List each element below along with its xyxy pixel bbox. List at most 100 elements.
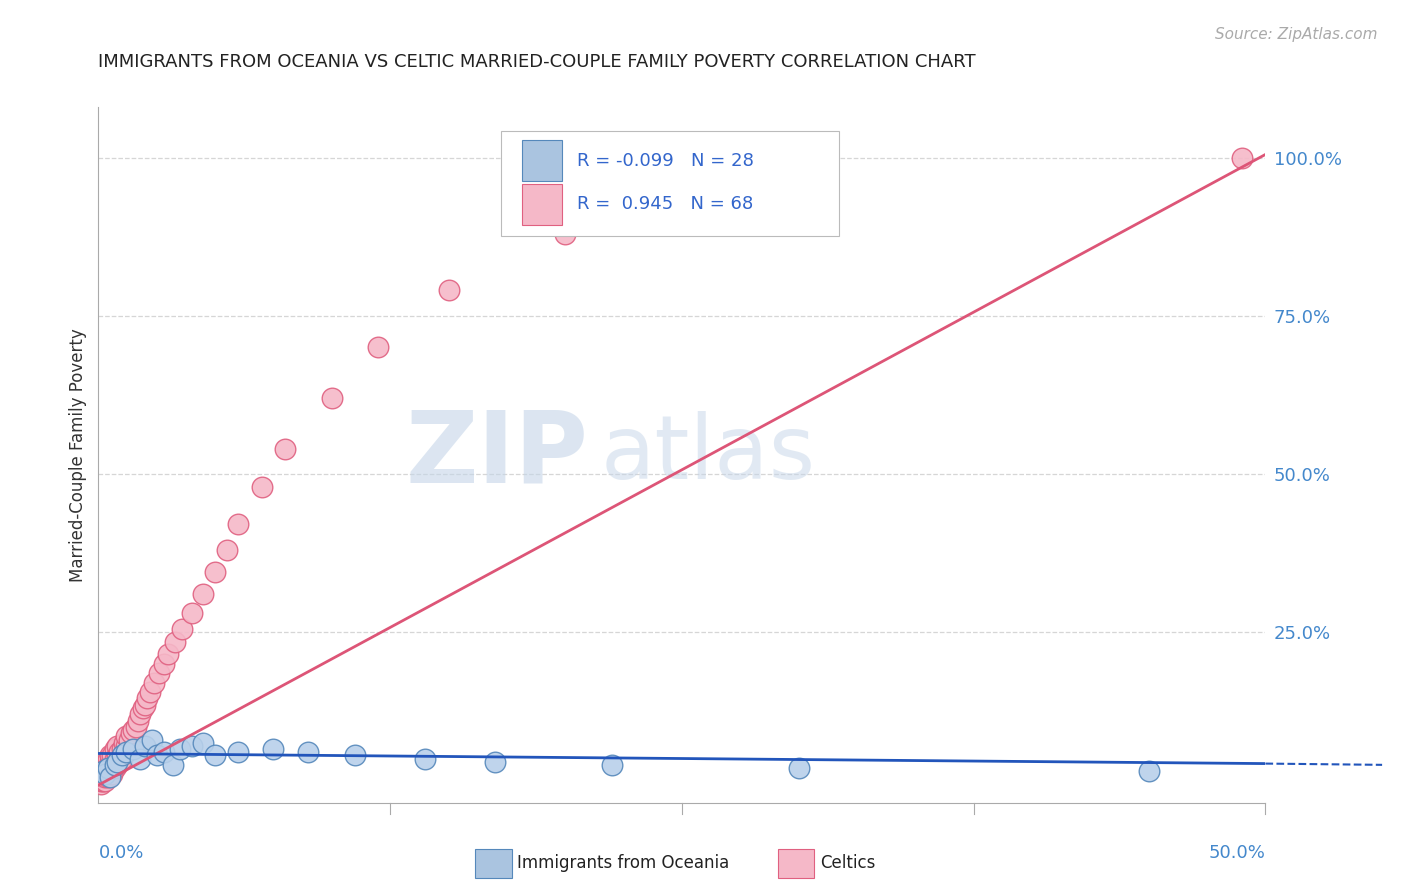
Point (134, 698, 156, 712)
Point (98, 761, 121, 775)
Point (129, 707, 152, 722)
Point (228, 517, 250, 532)
Point (90, 767, 112, 781)
Point (115, 730, 138, 744)
Point (104, 761, 127, 775)
Point (91, 761, 114, 775)
Point (94, 767, 117, 781)
Point (97, 764, 120, 779)
Point (98, 771, 121, 785)
Point (204, 565, 226, 579)
Point (90, 764, 112, 779)
Point (97, 757, 120, 772)
Point (101, 767, 124, 781)
Point (94, 771, 117, 785)
Point (108, 745, 131, 759)
Point (262, 742, 284, 756)
Point (91, 767, 114, 781)
Text: ZIP: ZIP (406, 407, 589, 503)
Text: Source: ZipAtlas.com: Source: ZipAtlas.com (1215, 27, 1378, 42)
Point (169, 742, 191, 756)
Text: Immigrants from Oceania: Immigrants from Oceania (517, 855, 730, 872)
Text: Celtics: Celtics (820, 855, 875, 872)
Point (94, 764, 117, 779)
Point (94, 757, 117, 772)
Text: atlas: atlas (600, 411, 815, 499)
Point (118, 732, 141, 747)
Point (104, 757, 127, 772)
Point (554, 227, 576, 241)
Point (165, 634, 187, 648)
Point (146, 748, 169, 763)
Point (97, 751, 120, 765)
Point (91, 764, 114, 779)
Point (108, 755, 131, 769)
Point (193, 736, 215, 750)
Point (136, 691, 159, 706)
Point (274, 442, 297, 456)
Point (111, 751, 134, 765)
Point (152, 745, 174, 759)
Point (600, 757, 623, 772)
Point (1230, 151, 1253, 165)
Point (193, 587, 215, 601)
Point (787, 169, 810, 184)
Text: 0.0%: 0.0% (98, 844, 143, 862)
Point (162, 757, 184, 772)
Point (228, 745, 250, 759)
FancyBboxPatch shape (522, 184, 562, 225)
Point (111, 742, 134, 756)
Point (148, 666, 170, 681)
Point (344, 748, 367, 763)
Point (98, 748, 121, 763)
Point (321, 391, 343, 405)
Point (112, 736, 135, 750)
Y-axis label: Married-Couple Family Poverty: Married-Couple Family Poverty (69, 328, 87, 582)
Text: R = -0.099   N = 28: R = -0.099 N = 28 (576, 152, 754, 169)
Point (180, 739, 202, 753)
Point (437, 284, 460, 298)
Point (90, 777, 112, 791)
Text: 50.0%: 50.0% (1209, 844, 1265, 862)
Point (122, 742, 145, 756)
Point (97, 771, 120, 785)
Point (112, 745, 135, 759)
Point (204, 748, 226, 763)
Point (90, 773, 112, 788)
Point (152, 657, 174, 671)
Text: R =  0.945   N = 68: R = 0.945 N = 68 (576, 195, 754, 213)
Point (297, 745, 319, 759)
Point (98, 767, 121, 781)
Point (105, 757, 128, 772)
Point (250, 479, 273, 493)
Point (104, 751, 127, 765)
Point (101, 748, 124, 763)
Point (132, 701, 155, 715)
Point (139, 685, 162, 699)
Point (105, 748, 128, 763)
Point (1137, 764, 1160, 779)
Point (134, 739, 156, 753)
Point (180, 606, 202, 620)
Point (98, 755, 121, 769)
Point (115, 739, 138, 753)
Point (97, 761, 120, 775)
Point (484, 755, 506, 769)
Point (111, 748, 134, 763)
Point (125, 720, 148, 734)
Point (367, 340, 389, 354)
Point (157, 647, 180, 661)
Point (94, 773, 117, 788)
Point (91, 773, 114, 788)
FancyBboxPatch shape (522, 140, 562, 181)
Point (143, 675, 166, 690)
Point (90, 771, 112, 785)
Point (91, 771, 114, 785)
Point (129, 751, 152, 765)
Point (215, 542, 238, 557)
Point (172, 622, 194, 636)
Point (105, 739, 128, 753)
Point (105, 755, 128, 769)
Point (413, 751, 436, 765)
Point (91, 764, 114, 779)
